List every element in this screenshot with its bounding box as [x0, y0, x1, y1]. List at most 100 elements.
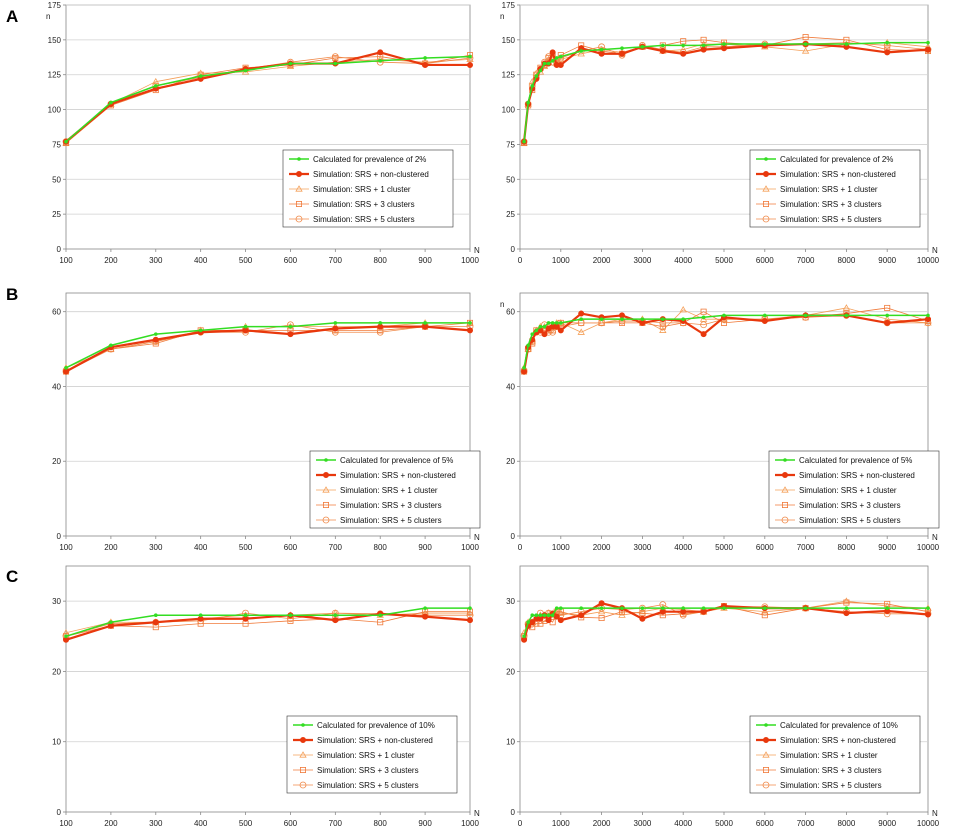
legend-srs_5clusters-point-legend [762, 781, 770, 789]
chart-3: 0 20 40 60 0 1000 2000 3000 4000 5000 6000 7000 8000… [500, 292, 940, 552]
calculated-point-17 [722, 606, 726, 610]
x-tick-label: 8000 [838, 256, 856, 265]
y-tick-label: 0 [511, 808, 516, 817]
srs_nonclustered-point-22 [925, 611, 932, 618]
chart-5: 0 10 20 30 0 1000 2000 3000 4000 5000 6000 7000 8000… [506, 565, 940, 828]
x-tick-label: 400 [194, 256, 208, 265]
srs_nonclustered-point-6 [332, 325, 339, 332]
calculated-point-19 [803, 42, 808, 46]
legend-box [749, 715, 921, 794]
legend-srs_3clusters-point-legend [295, 200, 302, 207]
calculated-point-6 [546, 613, 551, 617]
srs_1cluster-point-14 [659, 326, 667, 333]
x-tick-label: 0 [518, 256, 523, 265]
srs_3clusters-point-20 [843, 599, 850, 606]
legend-label-calculated: Calculated for prevalence of 5% [340, 456, 453, 465]
x-tick-label: 4000 [674, 543, 692, 552]
calculated-point-2 [530, 613, 535, 617]
series-calculated [522, 606, 930, 639]
legend-box [286, 715, 458, 794]
srs_nonclustered-point-22 [925, 46, 932, 53]
legend-label-srs_nonclustered: Simulation: SRS + non-clustered [780, 736, 896, 745]
y-tick-label: 0 [57, 245, 62, 254]
srs_1cluster-point-10 [577, 328, 585, 335]
series-line-calculated [65, 55, 471, 143]
x-tick-label: 10000 [917, 819, 940, 828]
srs_nonclustered-point-7 [377, 49, 384, 56]
srs_nonclustered-point-9 [557, 327, 564, 334]
calculated-point-2 [530, 332, 535, 336]
series-srs_nonclustered [521, 600, 932, 643]
calculated-point-9 [468, 321, 472, 325]
legend-label-calculated: Calculated for prevalence of 10% [317, 721, 435, 730]
srs_nonclustered-point-2 [152, 336, 159, 343]
x-tick-label: 1000 [552, 819, 570, 828]
legend-label-srs_nonclustered: Simulation: SRS + non-clustered [780, 170, 896, 179]
x-tick-label: 200 [104, 543, 118, 552]
calculated-point-15 [681, 43, 685, 48]
srs_nonclustered-point-12 [619, 312, 626, 319]
calculated-point-8 [423, 606, 427, 610]
calculated-point-3 [198, 74, 203, 78]
calculated-point-1 [109, 343, 113, 348]
srs_1cluster-point-12 [618, 611, 626, 618]
calculated-point-5 [542, 61, 547, 66]
legend-srs_5clusters-point-legend [781, 516, 789, 524]
legend-srs_3clusters-point-legend [763, 767, 770, 774]
x-tick-label: 1000 [552, 543, 570, 552]
legend-srs_1cluster-point-legend [762, 751, 770, 758]
srs_nonclustered-point-8 [553, 613, 560, 620]
calculated-point-17 [722, 313, 726, 318]
srs_5clusters-point-0 [62, 138, 70, 146]
x-tick-label: 100 [59, 256, 73, 265]
x-tick-label: 8000 [838, 819, 856, 828]
calculated-point-18 [763, 42, 767, 46]
y-tick-label: 50 [52, 175, 61, 184]
calculated-point-7 [550, 613, 555, 617]
srs_nonclustered-point-21 [884, 319, 891, 326]
calculated-point-14 [661, 317, 665, 321]
legend-srs_1cluster-point-legend [322, 486, 330, 493]
x-tick-label: 7000 [797, 543, 815, 552]
x-tick-label: 1000 [461, 819, 479, 828]
srs_nonclustered-point-15 [680, 50, 687, 57]
x-tick-label: 10000 [917, 543, 940, 552]
series-line-srs_nonclustered [522, 312, 929, 372]
x-tick-label: 400 [194, 819, 208, 828]
legend-label-srs_5clusters: Simulation: SRS + 5 clusters [317, 781, 419, 790]
calculated-point-3 [198, 328, 203, 333]
legend-calculated-point-legend [764, 157, 768, 161]
legend-srs_3clusters-point-legend [782, 501, 789, 508]
calculated-point-7 [378, 613, 383, 617]
calculated-point-1 [109, 100, 113, 105]
x-tick-label: 700 [329, 256, 343, 265]
srs_nonclustered-point-10 [578, 310, 585, 317]
series-calculated [522, 40, 930, 144]
calculated-point-0 [522, 139, 526, 144]
srs_nonclustered-point-9 [466, 61, 473, 68]
calculated-point-22 [926, 40, 930, 45]
x-tick-label: 500 [239, 256, 253, 265]
calculated-point-0 [64, 365, 68, 370]
calculated-point-12 [620, 46, 624, 51]
srs_3clusters-point-11 [598, 615, 605, 622]
x-tick-label: 5000 [715, 256, 733, 265]
calculated-point-2 [153, 84, 158, 88]
legend-box [768, 450, 940, 529]
calculated-point-11 [599, 317, 604, 321]
series-calculated [522, 313, 930, 370]
legend-srs_5clusters-point-legend [299, 781, 307, 789]
srs_1cluster-point-2 [152, 77, 160, 85]
y-tick-label: 25 [52, 210, 61, 219]
srs_nonclustered-point-8 [422, 323, 429, 330]
srs_3clusters-point-16 [700, 308, 707, 315]
srs_3clusters-point-21 [884, 304, 891, 311]
calculated-point-14 [661, 43, 665, 48]
y-tick-label: 10 [52, 738, 61, 747]
legend-calculated-point-legend [297, 157, 301, 161]
srs_nonclustered-point-0 [63, 368, 70, 375]
x-axis-label: N [932, 533, 938, 542]
y-tick-label: 0 [511, 532, 516, 541]
legend-label-srs_5clusters: Simulation: SRS + 5 clusters [799, 516, 901, 525]
